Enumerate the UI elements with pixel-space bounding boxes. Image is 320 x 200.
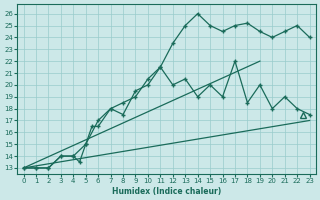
X-axis label: Humidex (Indice chaleur): Humidex (Indice chaleur) [112, 187, 221, 196]
